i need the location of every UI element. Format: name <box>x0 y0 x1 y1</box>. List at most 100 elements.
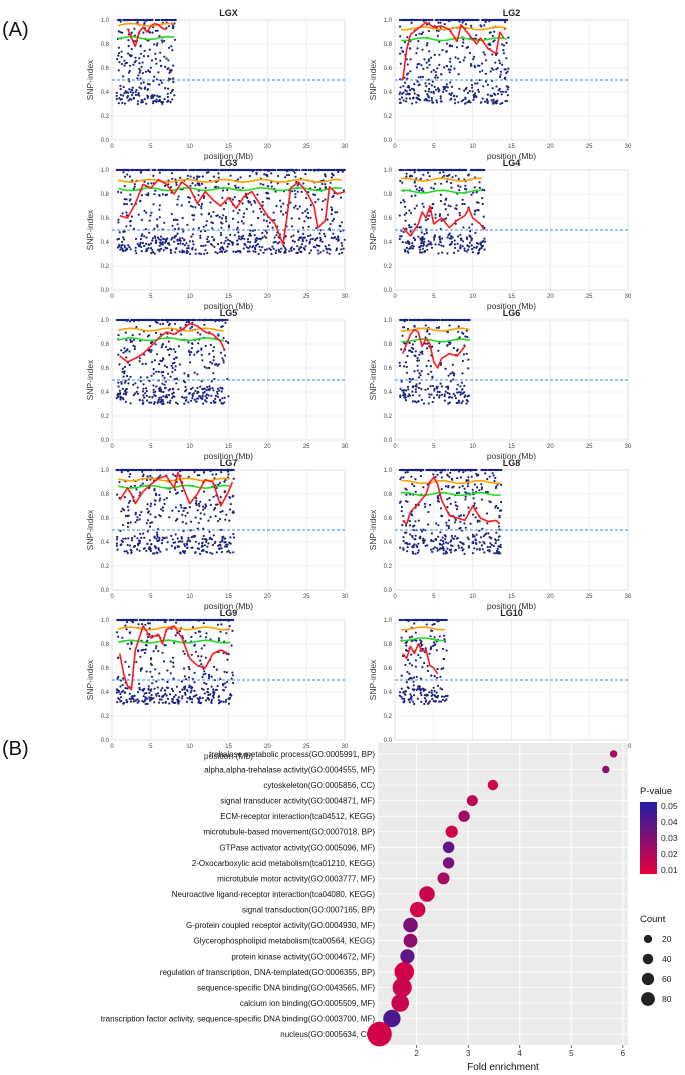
y-axis-label: SNP-index <box>368 209 378 250</box>
snp-point <box>399 201 402 204</box>
snp-point <box>486 477 489 481</box>
snp-point <box>418 18 421 22</box>
snp-point <box>234 184 237 187</box>
snp-point <box>163 376 166 379</box>
snp-point <box>245 246 248 249</box>
snp-point <box>125 339 128 342</box>
snp-point <box>341 170 344 173</box>
snp-point <box>149 549 152 553</box>
y-tick-label: 0.0 <box>101 438 110 444</box>
snp-point <box>193 371 196 374</box>
snp-point <box>150 521 154 524</box>
snp-point <box>214 318 217 322</box>
snp-point <box>160 542 163 545</box>
snp-point <box>421 352 424 355</box>
snp-point <box>272 168 275 172</box>
snp-point <box>340 168 343 172</box>
snp-point <box>341 244 344 247</box>
snp-point <box>146 376 149 379</box>
snp-point <box>220 402 223 405</box>
snp-point <box>279 210 283 213</box>
lg-title: LG7 <box>220 458 238 468</box>
snp-point <box>458 214 461 217</box>
snp-point <box>117 395 120 399</box>
snp-point <box>443 66 446 69</box>
snp-point <box>478 181 481 184</box>
snp-point <box>210 215 213 218</box>
snp-point <box>273 219 276 222</box>
snp-point <box>307 216 310 220</box>
snp-point <box>161 400 165 403</box>
snp-point <box>139 77 142 80</box>
snp-point <box>125 61 128 64</box>
snp-point <box>241 202 244 205</box>
snp-point <box>123 238 126 241</box>
snp-point <box>429 318 432 322</box>
y-tick-label: 0.2 <box>384 564 393 570</box>
snp-point <box>270 168 273 172</box>
y-tick-label: 1.0 <box>101 18 110 24</box>
snp-point <box>219 248 222 251</box>
snp-point <box>454 501 457 504</box>
snp-point <box>153 359 156 362</box>
snp-point <box>478 541 481 544</box>
snp-point <box>478 249 481 252</box>
snp-point <box>158 95 161 98</box>
snp-point <box>401 181 404 184</box>
snp-point <box>160 64 163 67</box>
snp-point <box>190 235 193 238</box>
snp-point <box>430 70 433 73</box>
snp-point <box>221 397 224 400</box>
snp-point <box>317 244 320 248</box>
snp-point <box>307 225 310 228</box>
snp-point <box>472 246 476 249</box>
snp-index-mean-line <box>119 471 234 507</box>
snp-point <box>428 503 432 507</box>
snp-point <box>418 32 421 35</box>
snp-point <box>167 372 170 375</box>
snp-point <box>206 545 209 548</box>
snp-point <box>465 402 468 405</box>
snp-point <box>461 331 464 334</box>
snp-point <box>171 370 174 373</box>
snp-point <box>172 541 175 544</box>
snp-point <box>297 239 300 242</box>
snp-point <box>140 99 143 102</box>
snp-point <box>462 98 465 102</box>
snp-point <box>434 243 437 246</box>
snp-point <box>404 168 407 172</box>
snp-point <box>300 250 303 254</box>
snp-point <box>480 245 483 249</box>
snp-point <box>117 381 120 384</box>
snp-point <box>227 469 230 473</box>
snp-point <box>186 223 189 226</box>
snp-point <box>115 542 118 545</box>
snp-point <box>130 539 134 542</box>
snp-point <box>452 168 455 172</box>
snp-point <box>179 326 182 329</box>
y-tick-label: 1.0 <box>384 468 393 474</box>
snp-point <box>124 514 127 518</box>
snp-point <box>268 168 271 172</box>
snp-point <box>421 530 424 533</box>
snp-point <box>477 242 480 245</box>
snp-point <box>155 98 158 101</box>
snp-point <box>225 249 228 252</box>
snp-point <box>124 18 127 22</box>
snp-point <box>172 388 175 391</box>
snp-point <box>471 468 474 472</box>
snp-point <box>471 552 474 555</box>
snp-point <box>435 326 438 329</box>
snp-point <box>492 40 495 43</box>
snp-point <box>133 61 136 64</box>
snp-point <box>474 468 477 472</box>
snp-point <box>493 30 496 33</box>
snp-point <box>177 388 180 391</box>
snp-point <box>138 94 141 97</box>
snp-point <box>329 248 332 251</box>
snp-point <box>398 93 401 96</box>
snp-point <box>443 203 446 206</box>
snp-point <box>142 532 145 535</box>
x-tick-label: 25 <box>303 294 310 300</box>
snp-point <box>332 217 335 221</box>
